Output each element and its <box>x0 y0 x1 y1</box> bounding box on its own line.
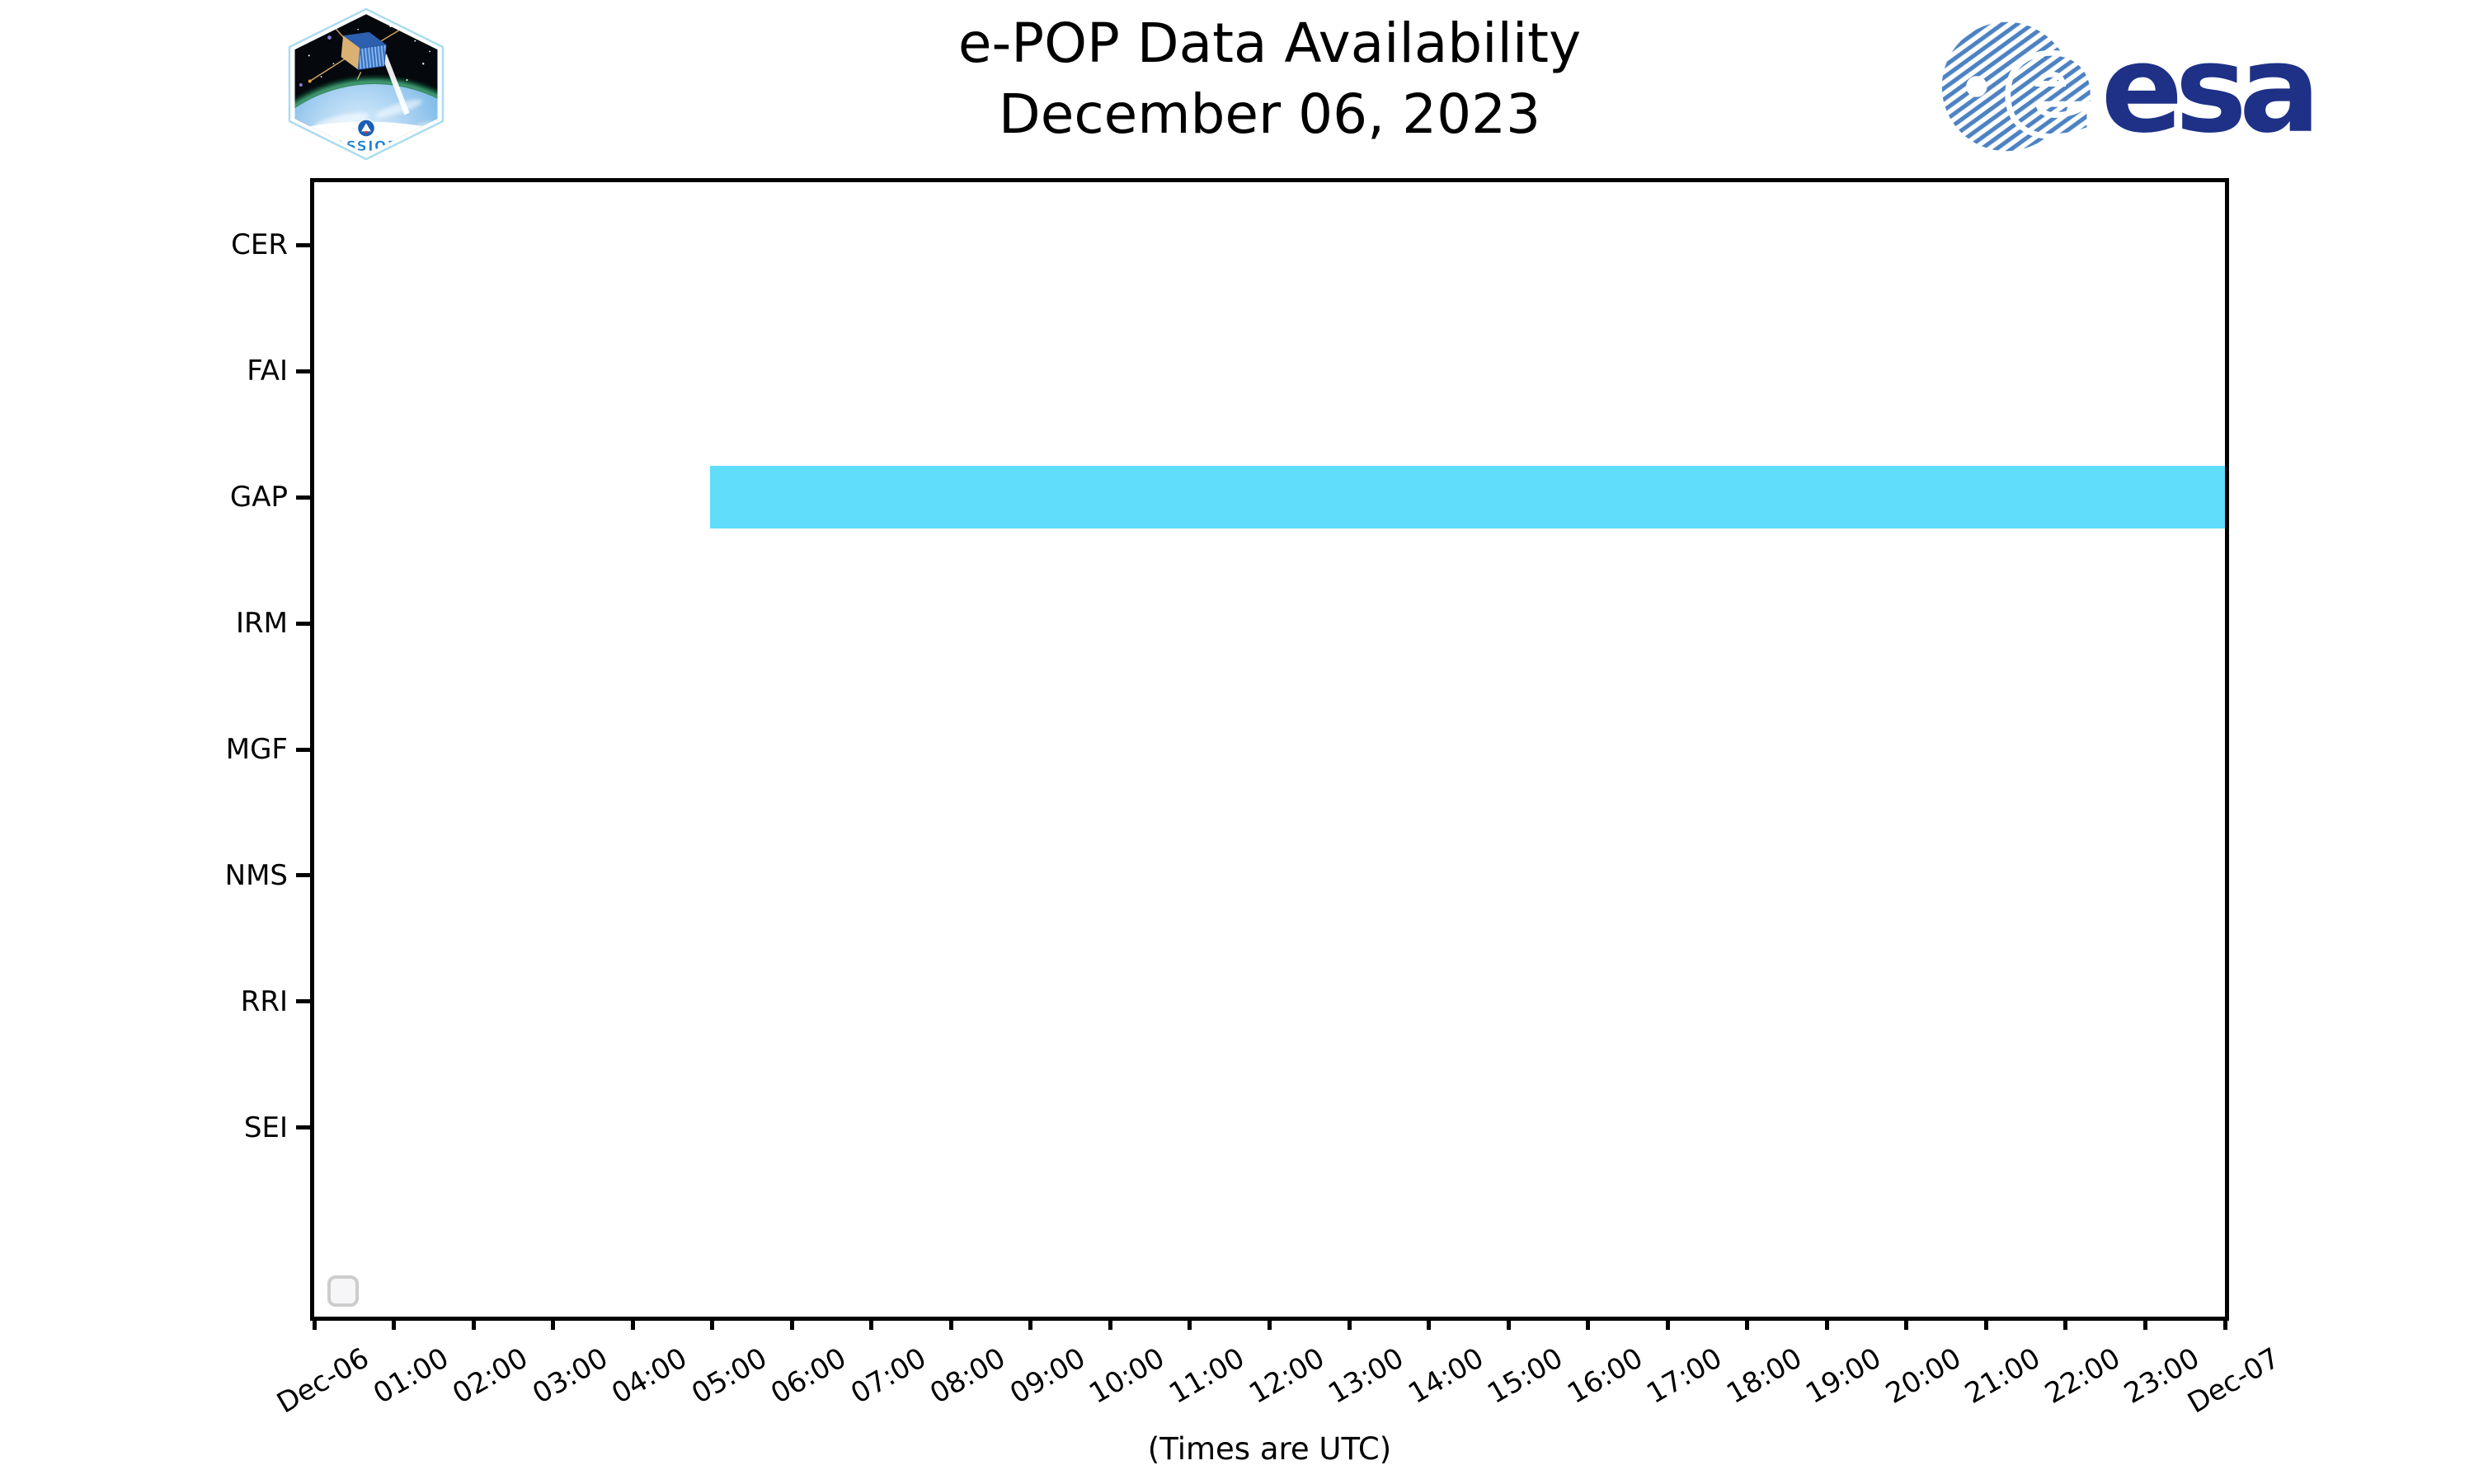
y-tick-label-irm: IRM <box>236 607 288 641</box>
esa-globe-e: e <box>2005 8 2097 162</box>
x-tick-7 <box>869 1317 874 1330</box>
esa-globe-dot <box>1966 76 1987 97</box>
esa-wordmark: esa <box>2101 19 2313 160</box>
y-tick-label-mgf: MGF <box>225 733 288 766</box>
x-tick-label-22: 22:00 <box>2039 1341 2126 1411</box>
x-tick-19 <box>1824 1317 1829 1330</box>
x-tick-5 <box>710 1317 715 1330</box>
x-tick-9 <box>1028 1317 1033 1330</box>
x-tick-10 <box>1108 1317 1112 1330</box>
x-tick-label-3: 03:00 <box>526 1341 614 1411</box>
chart-subtitle-date: December 06, 2023 <box>998 82 1541 146</box>
y-tick-label-rri: RRI <box>240 984 288 1018</box>
x-tick-label-6: 06:00 <box>765 1341 853 1411</box>
y-tick-nms <box>296 873 310 878</box>
x-tick-label-5: 05:00 <box>685 1341 773 1411</box>
y-tick-label-gap: GAP <box>229 481 288 514</box>
x-tick-label-24: Dec-07 <box>2181 1341 2285 1421</box>
chart-title: e-POP Data Availability <box>957 12 1582 75</box>
x-tick-6 <box>789 1317 794 1330</box>
x-tick-label-0: Dec-06 <box>270 1341 374 1421</box>
x-tick-8 <box>948 1317 953 1330</box>
x-tick-label-4: 04:00 <box>606 1341 694 1411</box>
patch-stars <box>308 21 431 82</box>
empty-legend-box <box>327 1275 359 1307</box>
x-tick-11 <box>1188 1317 1192 1330</box>
x-tick-12 <box>1268 1317 1272 1330</box>
cassiope-mission-patch: CASSIOPE <box>283 7 449 162</box>
x-tick-23 <box>2142 1317 2147 1330</box>
x-tick-label-18: 18:00 <box>1720 1341 1808 1411</box>
x-tick-16 <box>1586 1317 1591 1330</box>
x-tick-label-19: 19:00 <box>1800 1341 1888 1411</box>
y-tick-cer <box>296 242 310 247</box>
x-tick-label-12: 12:00 <box>1243 1341 1330 1411</box>
y-tick-mgf <box>296 747 310 752</box>
x-tick-24 <box>2222 1317 2227 1330</box>
x-tick-label-14: 14:00 <box>1402 1341 1489 1411</box>
y-tick-gap <box>296 495 310 500</box>
x-tick-label-20: 20:00 <box>1879 1341 1967 1411</box>
x-tick-14 <box>1427 1317 1432 1330</box>
x-tick-label-1: 01:00 <box>367 1341 454 1411</box>
x-tick-label-9: 09:00 <box>1004 1341 1091 1411</box>
x-tick-label-7: 07:00 <box>844 1341 932 1411</box>
y-tick-irm <box>296 621 310 626</box>
x-axis-caption: (Times are UTC) <box>1147 1431 1392 1467</box>
y-tick-label-nms: NMS <box>224 858 288 892</box>
x-tick-15 <box>1506 1317 1511 1330</box>
y-tick-rri <box>296 999 310 1004</box>
x-tick-label-13: 13:00 <box>1323 1341 1410 1411</box>
esa-logo-graphic: e esa <box>1941 0 2321 170</box>
csa-roundel <box>357 119 375 138</box>
esa-logo: e esa <box>1926 0 2321 170</box>
y-tick-label-cer: CER <box>231 228 288 262</box>
x-tick-13 <box>1347 1317 1352 1330</box>
x-tick-1 <box>392 1317 397 1330</box>
cassiope-patch-graphic: CASSIOPE <box>288 7 444 161</box>
x-tick-22 <box>2063 1317 2068 1330</box>
x-tick-label-15: 15:00 <box>1482 1341 1569 1411</box>
x-tick-label-17: 17:00 <box>1641 1341 1729 1411</box>
x-tick-4 <box>630 1317 635 1330</box>
x-tick-2 <box>471 1317 476 1330</box>
x-tick-3 <box>551 1317 556 1330</box>
esa-globe <box>1941 21 2072 152</box>
x-tick-label-21: 21:00 <box>1959 1341 2047 1411</box>
y-tick-sei <box>296 1125 310 1130</box>
x-tick-label-2: 02:00 <box>447 1341 534 1411</box>
x-tick-17 <box>1665 1317 1670 1330</box>
plot-area: CER FAI GAP IRM MGF NMS RRI SEI Dec-06 01:00 02:00… <box>225 178 2285 1421</box>
y-tick-label-sei: SEI <box>243 1111 288 1144</box>
y-tick-fai <box>296 369 310 373</box>
patch-beam <box>381 54 410 115</box>
x-tick-label-16: 16:00 <box>1561 1341 1649 1411</box>
x-tick-label-8: 08:00 <box>924 1341 1012 1411</box>
x-tick-18 <box>1745 1317 1750 1330</box>
x-tick-0 <box>312 1317 317 1330</box>
availability-bar-gap <box>709 466 2225 529</box>
x-tick-20 <box>1904 1317 1909 1330</box>
y-tick-label-fai: FAI <box>247 355 288 388</box>
chart-title-block: e-POP Data Availability December 06, 202… <box>310 8 2229 150</box>
x-tick-label-11: 11:00 <box>1164 1341 1250 1411</box>
x-tick-21 <box>1983 1317 1988 1330</box>
x-tick-label-10: 10:00 <box>1084 1341 1171 1411</box>
